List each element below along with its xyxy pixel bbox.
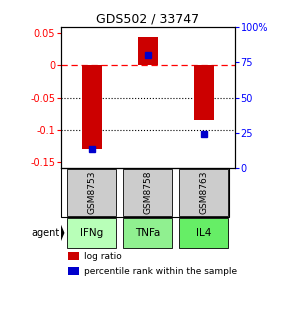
- Text: TNFa: TNFa: [135, 228, 161, 238]
- Bar: [66, 218, 116, 248]
- Text: IFNg: IFNg: [80, 228, 104, 238]
- Bar: [68, 252, 79, 260]
- Polygon shape: [60, 225, 64, 241]
- Bar: [82, 66, 102, 149]
- Bar: [179, 218, 228, 248]
- Text: agent: agent: [32, 228, 60, 238]
- Text: percentile rank within the sample: percentile rank within the sample: [84, 266, 237, 276]
- Title: GDS502 / 33747: GDS502 / 33747: [96, 13, 200, 26]
- Text: log ratio: log ratio: [84, 252, 121, 260]
- Bar: [123, 169, 172, 216]
- Text: GSM8758: GSM8758: [143, 171, 153, 214]
- Bar: [123, 218, 172, 248]
- Bar: [179, 169, 228, 216]
- Text: IL4: IL4: [196, 228, 212, 238]
- Text: GSM8753: GSM8753: [87, 171, 96, 214]
- Bar: [66, 169, 116, 216]
- Bar: [194, 66, 214, 120]
- Text: GSM8763: GSM8763: [200, 171, 209, 214]
- Bar: [68, 267, 79, 275]
- Bar: [138, 37, 158, 66]
